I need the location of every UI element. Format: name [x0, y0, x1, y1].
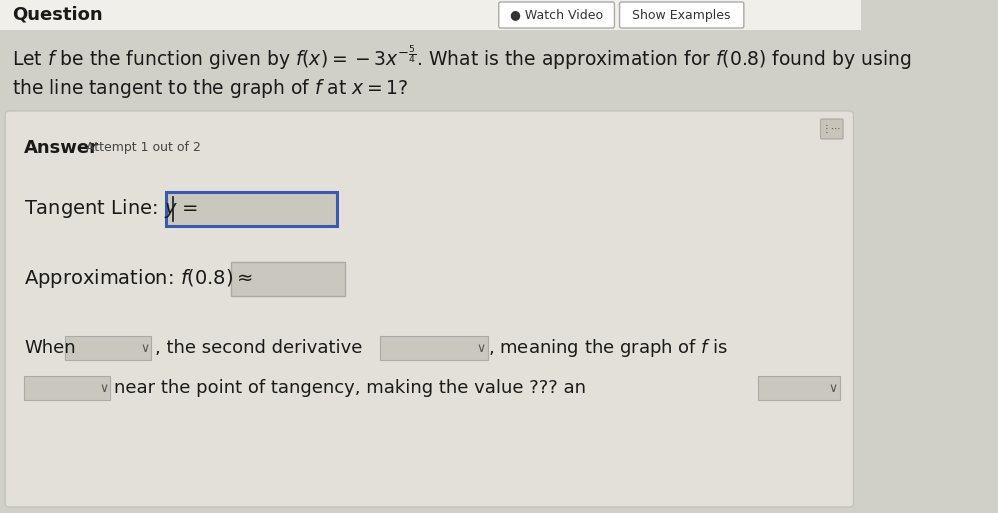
FancyBboxPatch shape	[499, 2, 615, 28]
Text: ∨: ∨	[100, 382, 109, 394]
FancyBboxPatch shape	[620, 2, 744, 28]
FancyBboxPatch shape	[232, 262, 345, 296]
Text: , meaning the graph of $f$ is: , meaning the graph of $f$ is	[488, 337, 729, 359]
FancyBboxPatch shape	[24, 376, 111, 400]
Text: Approximation: $f(0.8) \approx$: Approximation: $f(0.8) \approx$	[24, 266, 252, 289]
FancyBboxPatch shape	[166, 192, 336, 226]
Text: When: When	[24, 339, 76, 357]
FancyBboxPatch shape	[820, 119, 843, 139]
Text: Show Examples: Show Examples	[633, 9, 731, 22]
FancyBboxPatch shape	[757, 376, 839, 400]
Text: the line tangent to the graph of $f$ at $x = 1$?: the line tangent to the graph of $f$ at …	[12, 76, 408, 100]
Text: Answer: Answer	[24, 139, 99, 157]
Text: near the point of tangency, making the value ??? an: near the point of tangency, making the v…	[114, 379, 586, 397]
Text: ⋮⋯: ⋮⋯	[822, 124, 841, 134]
Text: ● Watch Video: ● Watch Video	[510, 9, 603, 22]
FancyBboxPatch shape	[0, 0, 861, 30]
Text: Question: Question	[12, 6, 103, 24]
Text: Attempt 1 out of 2: Attempt 1 out of 2	[86, 142, 202, 154]
FancyBboxPatch shape	[65, 336, 151, 360]
Text: ∨: ∨	[828, 382, 837, 394]
FancyBboxPatch shape	[5, 111, 853, 507]
Text: ∨: ∨	[476, 342, 485, 354]
FancyBboxPatch shape	[379, 336, 488, 360]
Text: ∨: ∨	[141, 342, 150, 354]
Text: Let $f$ be the function given by $f(x) = -3x^{-\frac{5}{4}}$. What is the approx: Let $f$ be the function given by $f(x) =…	[12, 44, 911, 72]
Text: Tangent Line: $y$ =: Tangent Line: $y$ =	[24, 196, 199, 220]
Text: , the second derivative: , the second derivative	[156, 339, 362, 357]
